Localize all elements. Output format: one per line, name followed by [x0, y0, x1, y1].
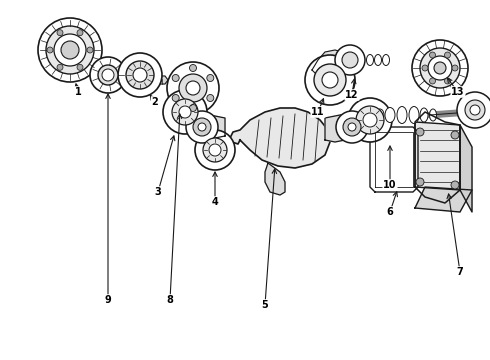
Text: 4: 4: [212, 197, 219, 207]
Circle shape: [190, 104, 196, 112]
Circle shape: [335, 45, 365, 75]
Circle shape: [342, 52, 358, 68]
Text: 7: 7: [457, 267, 464, 277]
Circle shape: [420, 48, 460, 88]
Polygon shape: [460, 125, 472, 212]
Circle shape: [305, 55, 355, 105]
Circle shape: [198, 123, 206, 131]
Polygon shape: [415, 187, 472, 212]
Circle shape: [209, 144, 221, 156]
Circle shape: [98, 65, 118, 85]
Circle shape: [203, 138, 227, 162]
Ellipse shape: [430, 109, 437, 121]
Circle shape: [172, 99, 198, 125]
Ellipse shape: [409, 107, 419, 123]
Circle shape: [190, 64, 196, 72]
Polygon shape: [130, 73, 168, 84]
Polygon shape: [312, 50, 348, 75]
Circle shape: [412, 40, 468, 96]
Circle shape: [186, 81, 200, 95]
Circle shape: [77, 30, 83, 36]
Circle shape: [77, 64, 83, 70]
Text: 12: 12: [345, 90, 359, 100]
Ellipse shape: [367, 54, 373, 66]
Ellipse shape: [397, 107, 407, 123]
Circle shape: [416, 178, 424, 186]
Polygon shape: [265, 163, 285, 195]
Circle shape: [348, 98, 392, 142]
Circle shape: [322, 72, 338, 88]
Text: 13: 13: [451, 87, 465, 97]
Text: 3: 3: [155, 187, 161, 197]
Circle shape: [102, 69, 114, 81]
Text: 6: 6: [387, 207, 393, 217]
Circle shape: [451, 131, 459, 139]
Circle shape: [343, 118, 361, 136]
Circle shape: [457, 92, 490, 128]
Circle shape: [470, 105, 480, 115]
Circle shape: [348, 123, 356, 131]
Circle shape: [444, 52, 450, 58]
Circle shape: [47, 47, 53, 53]
Text: 1: 1: [74, 87, 81, 97]
Circle shape: [54, 34, 86, 66]
Circle shape: [434, 62, 446, 74]
Circle shape: [444, 78, 450, 84]
Circle shape: [314, 64, 346, 96]
Ellipse shape: [420, 108, 428, 122]
Ellipse shape: [383, 54, 390, 66]
Circle shape: [452, 65, 458, 71]
Circle shape: [179, 74, 207, 102]
Circle shape: [207, 94, 214, 102]
Text: 10: 10: [383, 180, 397, 190]
Text: 5: 5: [262, 300, 269, 310]
Ellipse shape: [385, 108, 395, 122]
Circle shape: [87, 47, 93, 53]
Circle shape: [163, 90, 207, 134]
Circle shape: [57, 64, 63, 70]
Circle shape: [57, 30, 63, 36]
Polygon shape: [415, 122, 460, 190]
Circle shape: [186, 111, 218, 143]
Ellipse shape: [374, 54, 382, 66]
Circle shape: [451, 181, 459, 189]
Circle shape: [90, 57, 126, 93]
Ellipse shape: [376, 109, 384, 121]
Circle shape: [356, 106, 384, 134]
Circle shape: [167, 62, 219, 114]
Text: 2: 2: [151, 97, 158, 107]
Circle shape: [61, 41, 79, 59]
Circle shape: [133, 68, 147, 82]
Circle shape: [430, 52, 436, 58]
Polygon shape: [200, 114, 225, 140]
Text: 11: 11: [311, 107, 325, 117]
Text: 8: 8: [167, 295, 173, 305]
Circle shape: [207, 75, 214, 81]
Circle shape: [193, 118, 211, 136]
Text: 9: 9: [105, 295, 111, 305]
Circle shape: [428, 56, 452, 80]
Polygon shape: [230, 108, 330, 168]
Circle shape: [38, 18, 102, 82]
Polygon shape: [370, 127, 418, 192]
Circle shape: [46, 26, 94, 74]
Circle shape: [422, 65, 428, 71]
Circle shape: [195, 130, 235, 170]
Circle shape: [172, 94, 179, 102]
Circle shape: [430, 78, 436, 84]
Circle shape: [416, 128, 424, 136]
Circle shape: [363, 113, 377, 127]
Circle shape: [126, 61, 154, 89]
Polygon shape: [325, 114, 350, 142]
Circle shape: [172, 75, 179, 81]
Circle shape: [179, 106, 191, 118]
Circle shape: [336, 111, 368, 143]
Circle shape: [118, 53, 162, 97]
Circle shape: [465, 100, 485, 120]
